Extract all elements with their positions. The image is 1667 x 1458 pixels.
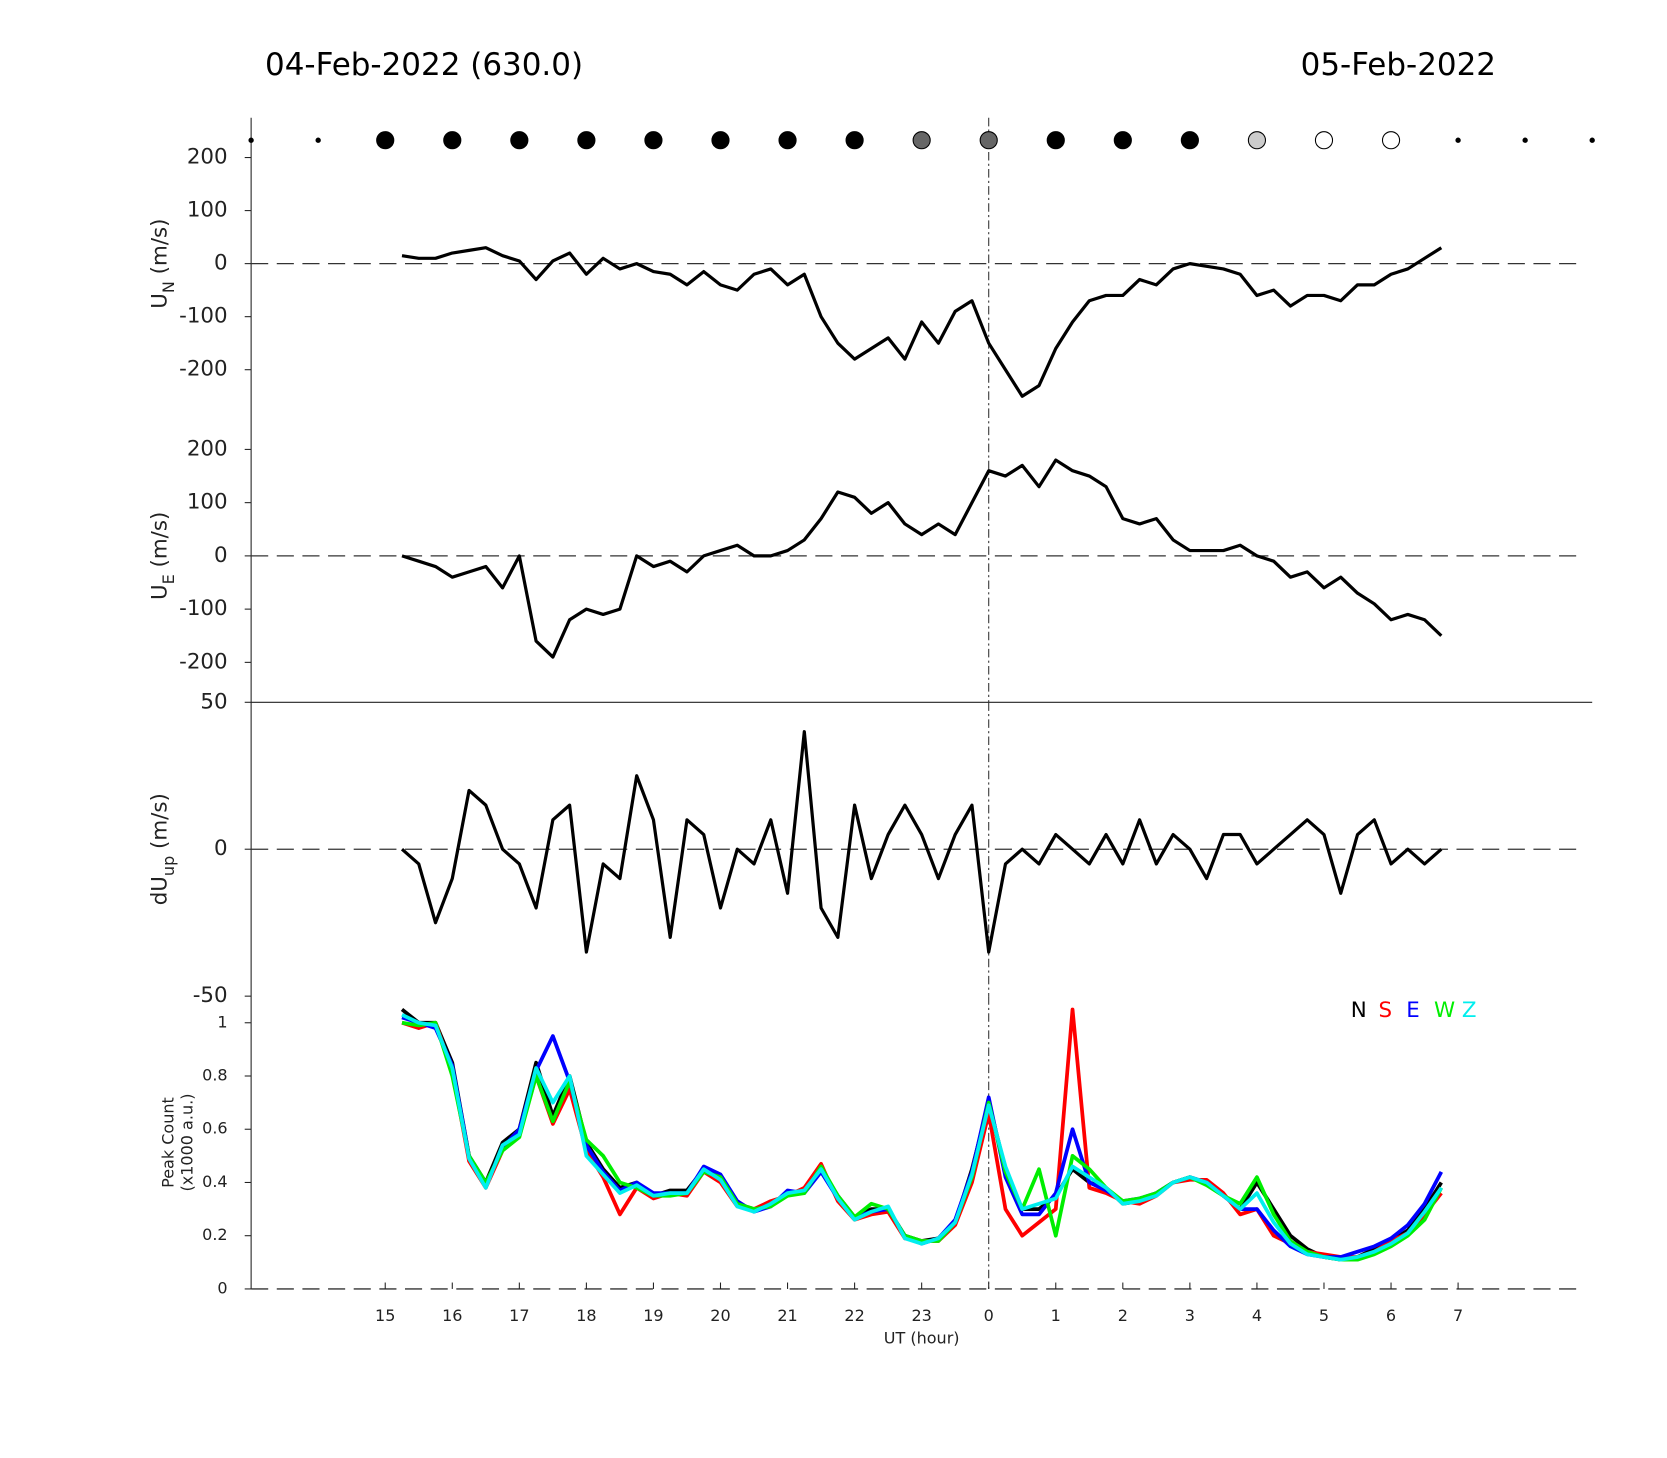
y-label: Peak Count (x1000 a.u.) <box>158 1094 196 1192</box>
y-tick-label: -200 <box>179 357 227 382</box>
x-tick-label: 4 <box>1252 1306 1262 1325</box>
sky-marker <box>778 131 797 150</box>
data-line <box>401 246 1443 398</box>
x-tick-label: 21 <box>777 1306 797 1325</box>
y-label-text: Peak Count <box>158 1097 177 1188</box>
legend-entry: N <box>1351 998 1367 1023</box>
plot-area <box>401 458 1443 659</box>
sky-marker <box>315 137 321 143</box>
legend-entry: E <box>1406 998 1419 1023</box>
sky-marker <box>644 131 663 150</box>
x-tick-label: 5 <box>1319 1306 1329 1325</box>
x-tick-label: 18 <box>576 1306 596 1325</box>
sky-marker <box>979 131 998 150</box>
y-label-sub: up <box>158 856 177 876</box>
y-tick-label: -100 <box>179 596 227 621</box>
sky-marker <box>1314 131 1334 150</box>
title-right: 05-Feb-2022 <box>1301 47 1496 83</box>
data-line <box>401 458 1443 659</box>
sky-marker <box>376 131 395 150</box>
y-tick-label: 200 <box>187 145 228 170</box>
sky-marker <box>1381 131 1401 150</box>
x-label: UT (hour) <box>884 1329 960 1348</box>
y-label-main: dU <box>147 876 172 905</box>
data-line <box>401 1015 1443 1259</box>
y-label-main: U <box>147 293 172 309</box>
data-line <box>401 1020 1443 1262</box>
y-label-text: dUup (m/s) <box>147 793 177 905</box>
y-label-sub: N <box>158 281 177 293</box>
y-tick-label: 0.2 <box>202 1225 227 1244</box>
sky-marker <box>1589 137 1595 143</box>
sky-marker <box>443 131 462 150</box>
x-tick-label: 19 <box>643 1306 663 1325</box>
sky-marker <box>1247 131 1267 150</box>
x-tick-label: 15 <box>375 1306 395 1325</box>
y-tick-label: -50 <box>193 983 228 1008</box>
sky-marker <box>912 131 931 150</box>
y-label-unit: (m/s) <box>147 512 172 575</box>
legend-entry: S <box>1378 998 1392 1023</box>
y-tick-label: -100 <box>179 304 227 329</box>
x-tick-label: 1 <box>1051 1306 1061 1325</box>
sky-marker <box>1180 131 1199 150</box>
x-tick-label: 3 <box>1185 1306 1195 1325</box>
y-label-unit: (m/s) <box>147 793 172 856</box>
sky-marker <box>1113 131 1132 150</box>
sky-marker <box>248 137 254 143</box>
y-tick-label: 0 <box>214 251 228 276</box>
sky-marker <box>577 131 596 150</box>
x-tick-label: 0 <box>984 1306 994 1325</box>
x-tick-label: 20 <box>710 1306 730 1325</box>
data-line <box>401 1013 1443 1262</box>
y-tick-label: 100 <box>187 490 228 515</box>
y-tick-label: 100 <box>187 198 228 223</box>
y-tick-label: 0.8 <box>202 1066 227 1085</box>
sky-marker <box>711 131 730 150</box>
legend-entry: Z <box>1462 998 1477 1023</box>
title-left: 04-Feb-2022 (630.0) <box>265 47 583 83</box>
x-tick-label: 16 <box>442 1306 462 1325</box>
x-tick-label: 6 <box>1386 1306 1396 1325</box>
plot-area <box>401 246 1443 398</box>
y-tick-label: 0 <box>214 543 228 568</box>
x-tick-label: 7 <box>1453 1306 1463 1325</box>
sky-marker <box>510 131 529 150</box>
y-label-text: UE (m/s) <box>147 512 177 600</box>
sky-marker <box>1522 137 1528 143</box>
sky-marker <box>1046 131 1065 150</box>
legend-entry: W <box>1434 998 1455 1023</box>
y-label-unit: (m/s) <box>147 219 172 282</box>
sky-marker <box>1455 137 1461 143</box>
x-tick-label: 2 <box>1118 1306 1128 1325</box>
y-tick-label: 50 <box>200 689 227 714</box>
y-tick-label: 0 <box>214 836 228 861</box>
y-label: UE (m/s) <box>147 512 177 600</box>
y-label-text: (x1000 a.u.) <box>178 1094 197 1192</box>
y-tick-label: 0 <box>217 1278 227 1297</box>
y-label-sub: E <box>158 574 177 584</box>
y-tick-label: 0.4 <box>202 1172 227 1191</box>
plot-area <box>400 1007 1443 1262</box>
y-tick-label: 1 <box>217 1012 227 1031</box>
data-line <box>400 730 1443 954</box>
y-tick-label: 200 <box>187 436 228 461</box>
x-tick-label: 17 <box>509 1306 529 1325</box>
x-tick-label: 23 <box>911 1306 931 1325</box>
y-label: UN (m/s) <box>147 219 177 309</box>
y-label: dUup (m/s) <box>147 793 177 905</box>
x-tick-label: 22 <box>844 1306 864 1325</box>
sky-marker <box>845 131 864 150</box>
y-label-main: U <box>147 584 172 600</box>
y-tick-label: 0.6 <box>202 1119 227 1138</box>
plot-area <box>400 730 1443 954</box>
y-tick-label: -200 <box>179 649 227 674</box>
y-label-text: UN (m/s) <box>147 219 177 309</box>
